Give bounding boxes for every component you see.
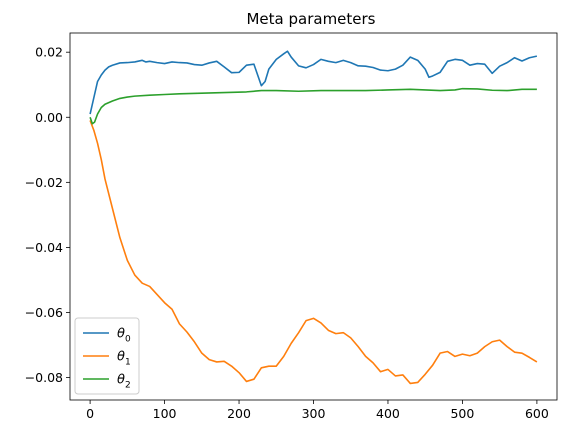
y-tick-label: 0.00: [35, 110, 63, 125]
x-tick-label: 600: [525, 406, 549, 421]
y-axis: 0.02 0.00 −0.02 −0.04 −0.06 −0.08: [25, 45, 70, 385]
y-tick-label: −0.08: [25, 370, 63, 385]
chart-title: Meta parameters: [246, 10, 375, 28]
y-tick-label: −0.02: [25, 175, 63, 190]
x-tick-label: 200: [227, 406, 251, 421]
x-tick-label: 0: [86, 406, 94, 421]
x-tick-label: 400: [376, 406, 400, 421]
y-tick-label: 0.02: [35, 45, 63, 60]
x-tick-label: 100: [153, 406, 177, 421]
series-line-theta-2: [89, 87, 537, 125]
x-tick-label: 500: [450, 406, 474, 421]
y-tick-label: −0.06: [25, 305, 63, 320]
x-axis: 0 100 200 300 400 500 600: [86, 400, 549, 421]
axes-frame: [69, 32, 558, 401]
y-tick-label: −0.04: [25, 240, 63, 255]
series-line-theta-0: [89, 50, 538, 115]
series-line-theta-1: [89, 120, 538, 385]
x-tick-label: 300: [302, 406, 326, 421]
plot-area: [89, 50, 538, 385]
